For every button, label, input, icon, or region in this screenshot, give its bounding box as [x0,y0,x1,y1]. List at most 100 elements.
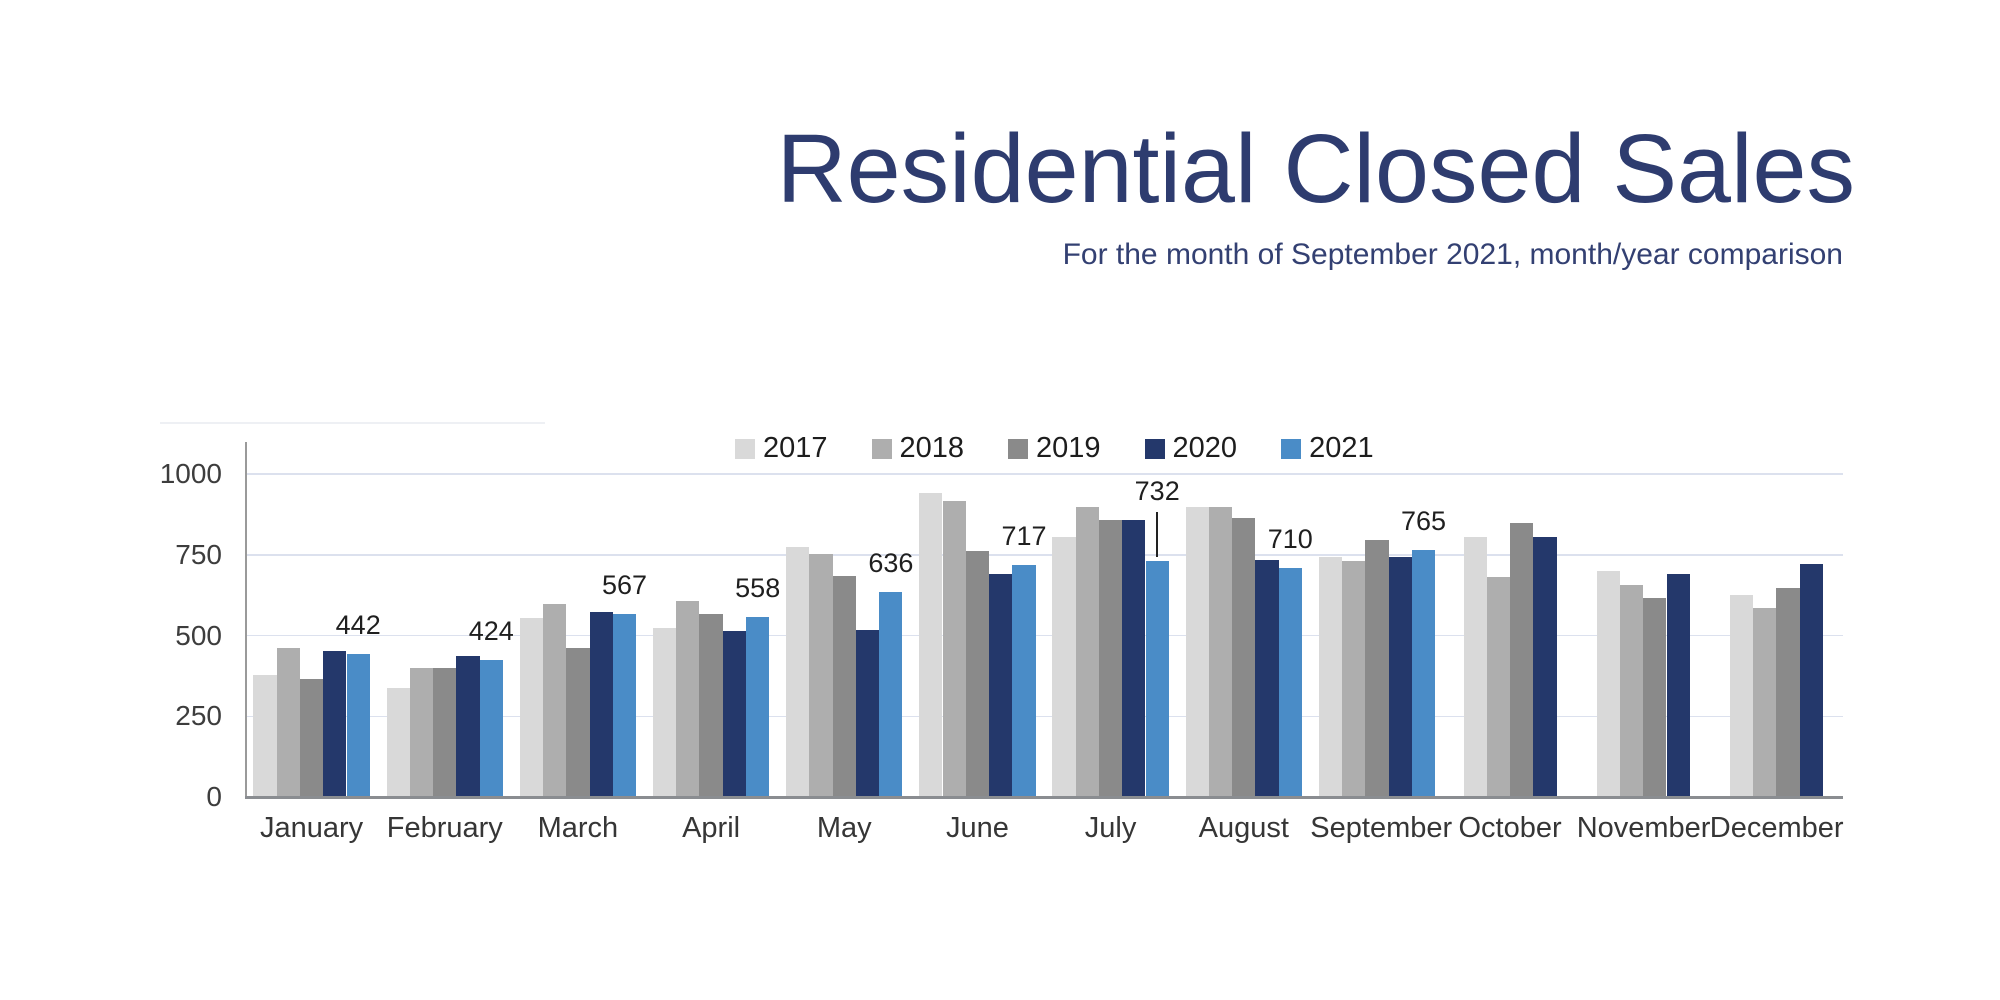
y-tick-label-500: 500 [175,619,222,651]
gridline-1000 [245,473,1843,475]
bar-2021-january [346,654,370,797]
bar-2021-march [612,613,637,797]
data-label-april: 558 [735,572,781,603]
legend-item-2020: 2020 [1144,432,1238,464]
x-axis-label-november: November [1576,812,1711,844]
bar-2020-november [1666,574,1690,797]
bar-2020-june [989,573,1013,797]
legend: 2017 2018 2019 2020 2021 [735,434,1374,463]
bar-2018-july [1075,506,1099,797]
legend-item-2021: 2021 [1281,434,1374,463]
bar-2017-november [1596,570,1620,797]
data-label-july: 732 [1134,475,1180,506]
bar-2019-april [699,613,723,797]
x-axis-label-april: April [682,812,741,844]
legend-swatch-2020 [1144,438,1165,459]
data-label-may: 636 [868,547,914,578]
legend-label-2018: 2018 [899,432,965,464]
x-axis-label-january: January [260,812,364,844]
gridline-500 [245,634,1843,637]
y-axis-line [245,442,247,797]
bar-2020-april [722,631,746,797]
legend-label-2020: 2020 [1172,432,1238,464]
bar-2018-march [543,603,567,797]
data-label-leader-line-july [1156,511,1159,557]
legend-item-2018: 2018 [871,432,965,464]
legend-swatch-2021 [1281,438,1302,459]
bar-2019-july [1098,520,1123,797]
bar-2018-december [1753,608,1777,797]
data-label-september: 765 [1400,505,1447,536]
bar-2019-september [1365,539,1389,797]
y-tick-label-750: 750 [175,538,222,570]
bar-2018-august [1208,506,1233,797]
x-axis-label-may: May [816,812,872,844]
bar-2019-february [433,668,457,797]
bar-2020-january [323,651,347,797]
bar-2017-august [1185,506,1209,797]
bar-2017-december [1729,595,1754,797]
bar-2019-may [832,576,856,797]
bar-2020-august [1255,559,1279,797]
bar-2017-april [652,628,677,797]
legend-swatch-2018 [871,438,892,459]
legend-swatch-2019 [1008,438,1029,459]
data-label-june: 717 [1001,521,1047,552]
bar-2018-october [1486,577,1511,797]
x-axis-label-september: September [1310,812,1453,844]
plot-frame-top-line [160,422,545,424]
bar-2018-april [676,600,700,797]
legend-item-2017: 2017 [735,434,828,463]
bar-2021-september [1411,549,1436,797]
bar-2017-may [786,546,810,797]
bar-2020-march [589,611,613,797]
bar-2018-may [809,553,833,797]
bar-2019-august [1232,517,1256,797]
bar-2017-march [519,618,543,797]
bar-2018-february [409,668,434,797]
bar-2020-december [1799,564,1823,797]
bar-2020-october [1533,537,1557,797]
legend-label-2017: 2017 [763,432,828,464]
bar-2018-january [276,648,300,797]
bar-2019-november [1643,598,1667,797]
bar-2021-july [1145,560,1169,797]
x-axis-label-february: February [386,812,503,844]
bar-2021-february [479,660,503,797]
bar-2020-july [1122,520,1146,797]
bar-2019-june [965,550,990,797]
x-axis-label-august: August [1198,812,1289,844]
bar-2020-may [855,630,880,797]
x-axis-label-june: June [945,812,1009,844]
bar-2021-august [1278,567,1302,797]
y-tick-label-0: 0 [206,781,222,812]
bar-2017-february [386,688,410,797]
gridline-250 [245,715,1843,717]
data-label-january: 442 [335,610,381,641]
bar-2020-september [1388,556,1412,797]
bar-2019-march [566,648,590,797]
bar-2017-september [1318,557,1342,797]
x-axis-line [245,795,1843,799]
y-tick-label-1000: 1000 [159,458,222,489]
bar-2017-october [1463,537,1487,797]
legend-label-2019: 2019 [1036,432,1101,464]
bar-2019-january [299,679,324,797]
bar-2018-june [942,500,966,797]
bar-2019-october [1510,523,1534,797]
bar-2017-july [1052,537,1076,797]
bar-2017-january [253,674,277,797]
bar-2021-may [879,591,903,797]
data-label-august: 710 [1267,523,1313,554]
legend-label-2021: 2021 [1309,432,1374,464]
bar-2019-december [1776,588,1800,797]
chart-title: Residential Closed Sales [776,114,1855,223]
chart-subtitle: For the month of September 2021, month/y… [1062,238,1843,271]
bar-2017-june [919,493,943,797]
bar-2018-september [1342,560,1366,797]
bar-2020-february [456,655,480,797]
x-axis-label-march: March [537,812,619,844]
x-axis-label-july: July [1084,812,1137,844]
